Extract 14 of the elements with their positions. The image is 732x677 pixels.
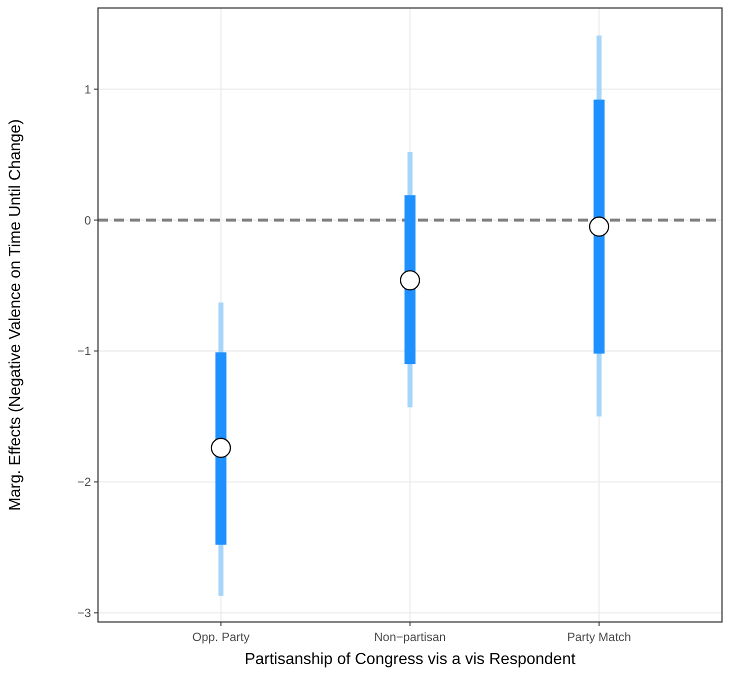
bar [594,100,605,354]
y-tick-label: −1 [77,344,92,358]
y-tick-label: 0 [84,213,92,228]
x-tick-label: Party Match [567,630,632,644]
y-tick-label: −3 [77,606,92,620]
y-axis-title: Marg. Effects (Negative Valence on Time Until Change) [7,119,24,511]
x-tick-label: Opp. Party [192,630,250,644]
point [588,216,610,237]
y-tick-label: −2 [77,475,92,490]
y-tick-label: 1 [84,82,92,96]
x-axis-title: Partisanship of Congress vis a vis Respondent [244,651,576,668]
x-tick-label: Non−partisan [374,630,446,644]
point [400,270,420,290]
point [210,438,232,458]
